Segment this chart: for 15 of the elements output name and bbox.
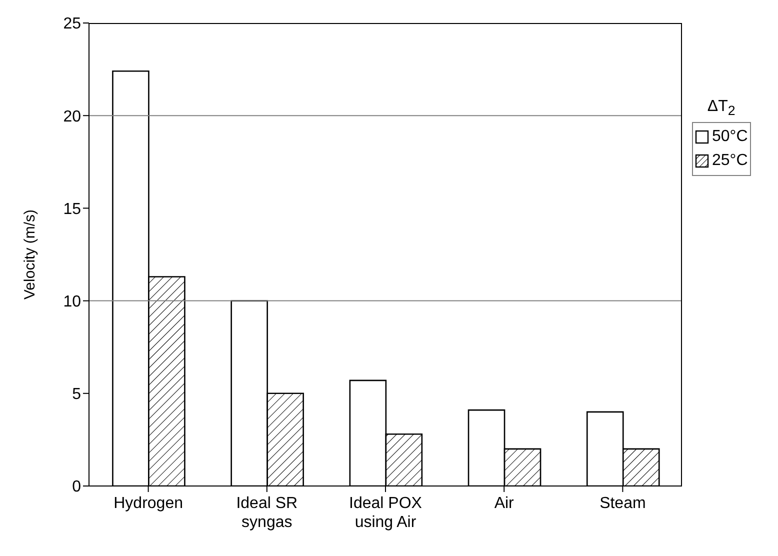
x-tick-label: Air <box>494 495 515 512</box>
x-tick-label: Ideal SR syngas <box>236 495 298 531</box>
legend-title: ΔT$_{2}$ <box>706 98 736 118</box>
y-tick-label: 20 <box>63 108 82 126</box>
y-axis-title: Velocity (m/s) <box>21 209 38 300</box>
y-tick-label: 10 <box>63 293 82 310</box>
text: 25°C <box>712 152 748 170</box>
y-tick-label: 5 <box>72 386 82 404</box>
y-tick-label: 0 <box>72 478 82 496</box>
legend-label: 50°C <box>712 128 748 146</box>
y-tick-label: 25 <box>63 16 82 33</box>
y-tick-label: 15 <box>63 200 82 218</box>
x-tick-label: Steam <box>600 495 646 512</box>
x-tick-label: Hydrogen <box>114 495 183 512</box>
x-tick-label: Ideal POX using Air <box>349 495 422 531</box>
